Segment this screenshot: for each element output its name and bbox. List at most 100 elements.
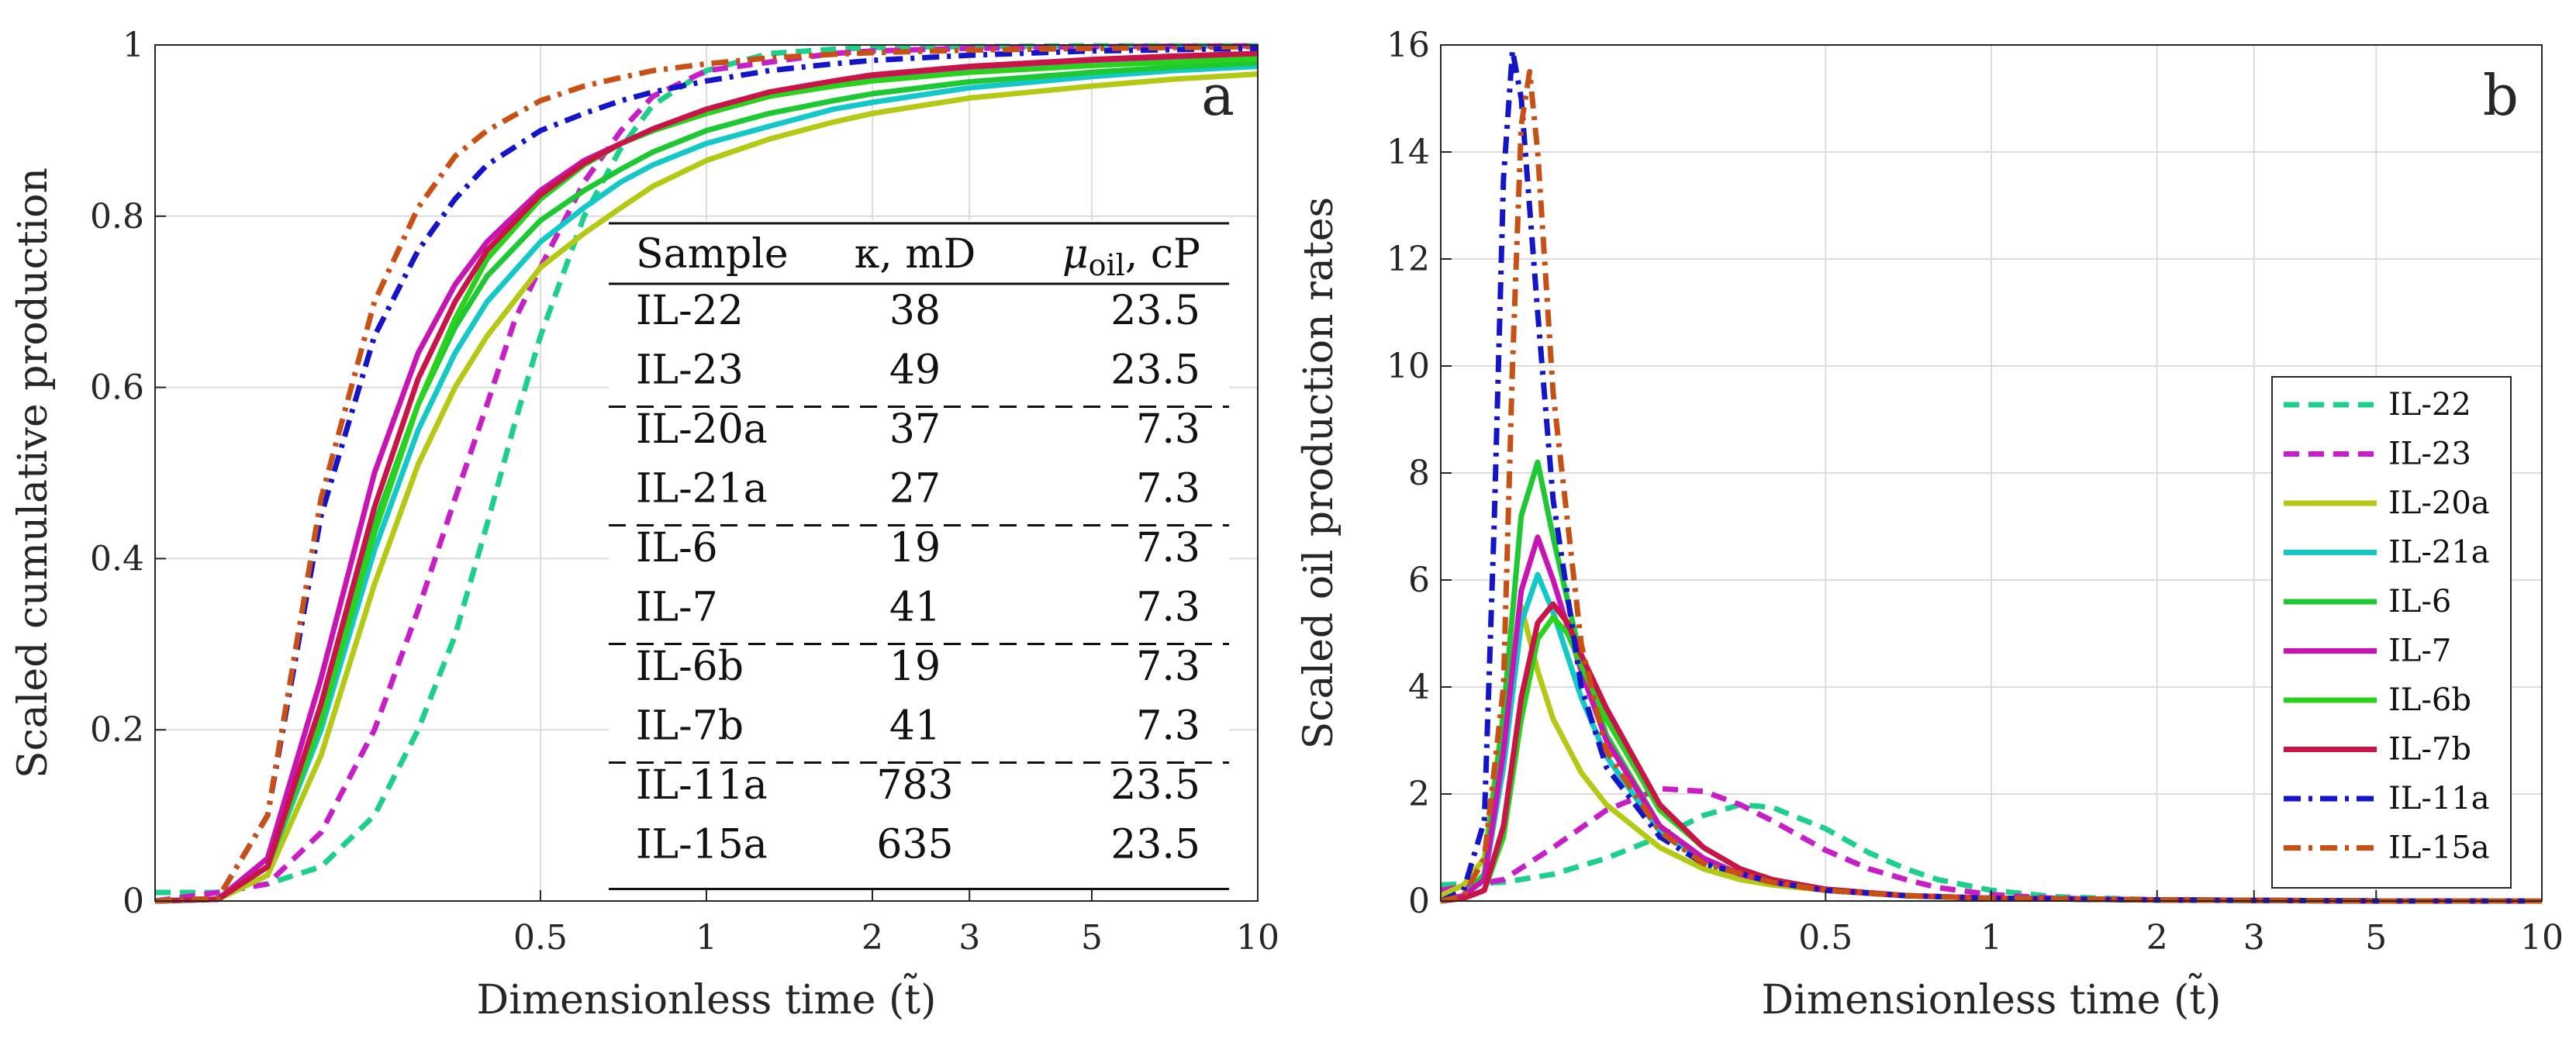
panel-a-cumulative-production: 0.5 1 2 3 5 10 0 0.2 0.4 0.6 0.8 1 Dimensionless ti… xyxy=(10,26,1279,1024)
table-cell-viscosity: 23.5 xyxy=(1110,288,1200,334)
table-row: IL-6b 19 7.3 xyxy=(636,644,1200,690)
table-cell-kappa: 37 xyxy=(889,406,941,453)
table-header-kappa: κ, mD xyxy=(855,231,976,278)
legend-entry: IL-7b xyxy=(2284,732,2471,768)
legend-label: IL-11a xyxy=(2388,781,2490,816)
series-line-il-7b xyxy=(154,50,1259,904)
series-line-il-22 xyxy=(1440,802,2542,904)
table-cell-viscosity: 23.5 xyxy=(1110,347,1200,394)
legend-entry: IL-6 xyxy=(2284,584,2451,620)
table-cell-viscosity: 7.3 xyxy=(1136,585,1200,631)
table-cell-kappa: 19 xyxy=(889,644,941,690)
table-cell-sample: IL-7 xyxy=(636,585,718,631)
panel-b-ylabel: Scaled oil production rates xyxy=(1296,197,1342,750)
table-header-unit: , cP xyxy=(1125,231,1200,278)
table-cell-kappa: 19 xyxy=(889,525,941,571)
x-tick-label: 2 xyxy=(2146,918,2168,958)
legend-label: IL-7b xyxy=(2388,732,2471,768)
x-tick-label: 5 xyxy=(2365,918,2387,958)
panel-b-legend: IL-22 IL-23 IL-20a IL-21a IL-6 IL-7 IL-6b IL-7b… xyxy=(2271,376,2512,889)
table-row: IL-20a 37 7.3 xyxy=(636,406,1200,453)
table-cell-sample: IL-20a xyxy=(636,406,768,453)
panel-a-series xyxy=(154,43,1259,904)
series-line-il-15a xyxy=(1440,69,2542,904)
table-group-separators xyxy=(609,406,1229,764)
table-row: IL-21a 27 7.3 xyxy=(636,466,1200,513)
table-row: IL-23 49 23.5 xyxy=(636,347,1200,394)
x-tick-label: 0.5 xyxy=(1798,918,1853,958)
table-cell-viscosity: 7.3 xyxy=(1136,525,1200,571)
x-tick-label: 10 xyxy=(1236,918,1279,958)
panel-b-xlabel: Dimensionless time (t̃) xyxy=(1762,972,2222,1024)
table-cell-viscosity: 23.5 xyxy=(1110,762,1200,809)
table-cell-kappa: 635 xyxy=(876,822,953,868)
y-tick-label: 1 xyxy=(123,26,144,65)
table-cell-sample: IL-21a xyxy=(636,466,768,513)
table-cell-kappa: 49 xyxy=(889,347,941,394)
table-cell-kappa: 41 xyxy=(889,703,941,750)
legend-entry: IL-21a xyxy=(2284,535,2490,571)
legend-label: IL-15a xyxy=(2388,830,2490,866)
legend-entry: IL-11a xyxy=(2284,781,2490,816)
x-tick-label: 3 xyxy=(2243,918,2265,958)
x-tick-label: 5 xyxy=(1081,918,1103,958)
table-header-oil-subscript: oil xyxy=(1089,248,1125,282)
series-line-il-11a xyxy=(1439,47,2542,904)
table-cell-viscosity: 7.3 xyxy=(1136,406,1200,453)
y-tick-label: 10 xyxy=(1386,347,1430,386)
series-line-il-20a xyxy=(154,71,1259,904)
table-cell-viscosity: 7.3 xyxy=(1136,644,1200,690)
table-header-viscosity: μoil, cP xyxy=(1062,231,1200,282)
table-cell-viscosity: 7.3 xyxy=(1136,466,1200,513)
panel-b-letter: b xyxy=(2483,63,2519,128)
table-row: IL-22 38 23.5 xyxy=(636,288,1200,334)
legend-entry: IL-20a xyxy=(2284,485,2490,521)
table-row: IL-15a 635 23.5 xyxy=(636,822,1200,868)
sample-table-background xyxy=(609,220,1229,887)
table-cell-sample: IL-7b xyxy=(636,703,744,750)
legend-label: IL-21a xyxy=(2388,535,2490,571)
y-tick-label: 0 xyxy=(1408,882,1430,921)
y-tick-label: 14 xyxy=(1386,133,1430,172)
legend-label: IL-22 xyxy=(2388,387,2471,423)
legend-label: IL-6 xyxy=(2388,584,2451,620)
table-row: IL-6 19 7.3 xyxy=(636,525,1200,571)
x-tick-label: 10 xyxy=(2520,918,2564,958)
table-cell-kappa: 38 xyxy=(889,288,941,334)
y-tick-label: 0.2 xyxy=(90,710,144,750)
panel-a-ticks: 0.5 1 2 3 5 10 0 0.2 0.4 0.6 0.8 1 xyxy=(90,26,1279,958)
table-cell-sample: IL-22 xyxy=(636,288,744,334)
table-cell-sample: IL-11a xyxy=(636,762,768,809)
table-header-mu: μ xyxy=(1062,231,1089,278)
panel-a-ylabel: Scaled cumulative production xyxy=(10,167,57,778)
y-tick-label: 2 xyxy=(1408,775,1430,814)
legend-label: IL-20a xyxy=(2388,485,2490,521)
x-tick-label: 2 xyxy=(862,918,883,958)
x-tick-label: 1 xyxy=(696,918,717,958)
y-tick-label: 0.8 xyxy=(90,197,144,236)
y-tick-label: 16 xyxy=(1386,26,1430,65)
y-tick-label: 0.6 xyxy=(90,368,144,408)
legend-entry: IL-7 xyxy=(2284,633,2451,669)
y-tick-label: 0.4 xyxy=(90,539,144,578)
table-cell-sample: IL-23 xyxy=(636,347,744,394)
legend-label: IL-6b xyxy=(2388,682,2471,718)
table-cell-sample: IL-6 xyxy=(636,525,718,571)
table-cell-kappa: 27 xyxy=(889,466,941,513)
legend-label: IL-23 xyxy=(2388,437,2471,472)
legend-entry: IL-22 xyxy=(2284,387,2471,423)
table-row: IL-11a 783 23.5 xyxy=(636,762,1200,809)
series-line-il-21a xyxy=(154,64,1259,904)
table-cell-kappa: 41 xyxy=(889,585,941,631)
series-line-il-15a xyxy=(154,43,1259,904)
table-cell-sample: IL-6b xyxy=(636,644,744,690)
y-tick-label: 12 xyxy=(1386,240,1430,279)
table-cell-kappa: 783 xyxy=(876,762,953,809)
x-tick-label: 0.5 xyxy=(513,918,568,958)
table-row: IL-7b 41 7.3 xyxy=(636,703,1200,750)
y-tick-label: 6 xyxy=(1408,561,1430,600)
y-tick-label: 0 xyxy=(123,882,144,921)
y-tick-label: 4 xyxy=(1408,668,1430,707)
